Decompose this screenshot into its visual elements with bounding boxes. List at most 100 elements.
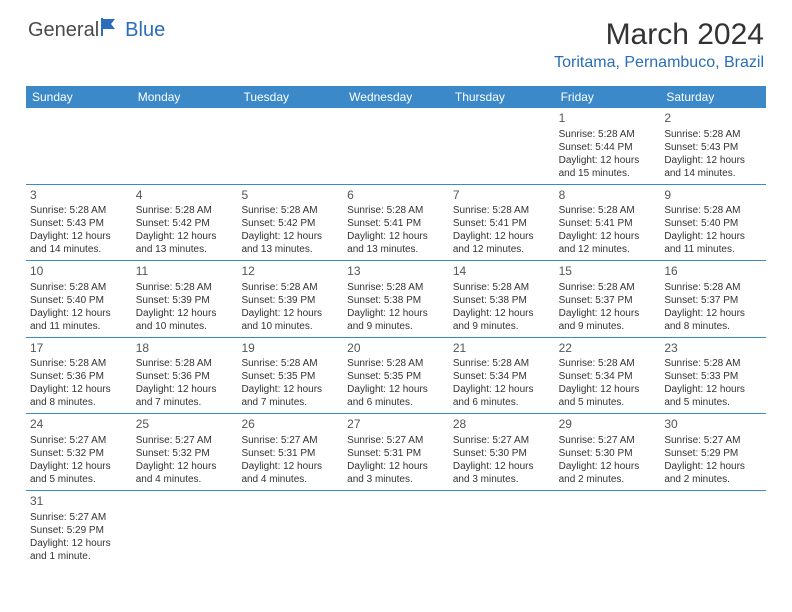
day-cell: 27Sunrise: 5:27 AMSunset: 5:31 PMDayligh… <box>343 414 449 490</box>
day-number: 2 <box>664 111 762 127</box>
daylight-text: Daylight: 12 hours <box>347 383 445 396</box>
day-number: 25 <box>136 417 234 433</box>
sunrise-text: Sunrise: 5:28 AM <box>30 281 128 294</box>
day-header-saturday: Saturday <box>660 86 766 108</box>
day-header-thursday: Thursday <box>449 86 555 108</box>
day-number: 10 <box>30 264 128 280</box>
day-number: 19 <box>241 341 339 357</box>
sunset-text: Sunset: 5:29 PM <box>664 447 762 460</box>
daylight-text: Daylight: 12 hours <box>347 230 445 243</box>
sunrise-text: Sunrise: 5:27 AM <box>30 511 128 524</box>
sunset-text: Sunset: 5:43 PM <box>664 141 762 154</box>
sunrise-text: Sunrise: 5:28 AM <box>241 204 339 217</box>
sunrise-text: Sunrise: 5:28 AM <box>664 281 762 294</box>
daylight-text: Daylight: 12 hours <box>559 230 657 243</box>
sunset-text: Sunset: 5:40 PM <box>30 294 128 307</box>
empty-cell <box>449 491 555 567</box>
day-cell: 3Sunrise: 5:28 AMSunset: 5:43 PMDaylight… <box>26 185 132 261</box>
daylight-text: Daylight: 12 hours <box>559 460 657 473</box>
day-number: 14 <box>453 264 551 280</box>
sunset-text: Sunset: 5:36 PM <box>30 370 128 383</box>
day-cell: 24Sunrise: 5:27 AMSunset: 5:32 PMDayligh… <box>26 414 132 490</box>
day-header-row: SundayMondayTuesdayWednesdayThursdayFrid… <box>26 86 766 108</box>
day-header-friday: Friday <box>555 86 661 108</box>
daylight-text: Daylight: 12 hours <box>30 383 128 396</box>
empty-cell <box>449 108 555 184</box>
sunset-text: Sunset: 5:35 PM <box>241 370 339 383</box>
daylight-text: Daylight: 12 hours <box>559 383 657 396</box>
day-number: 17 <box>30 341 128 357</box>
sunset-text: Sunset: 5:37 PM <box>559 294 657 307</box>
sunset-text: Sunset: 5:42 PM <box>241 217 339 230</box>
sunset-text: Sunset: 5:38 PM <box>453 294 551 307</box>
sunset-text: Sunset: 5:37 PM <box>664 294 762 307</box>
day-cell: 26Sunrise: 5:27 AMSunset: 5:31 PMDayligh… <box>237 414 343 490</box>
daylight-text: and 14 minutes. <box>30 243 128 256</box>
day-number: 22 <box>559 341 657 357</box>
sunrise-text: Sunrise: 5:28 AM <box>559 204 657 217</box>
daylight-text: and 6 minutes. <box>347 396 445 409</box>
daylight-text: Daylight: 12 hours <box>30 307 128 320</box>
daylight-text: and 3 minutes. <box>453 473 551 486</box>
day-cell: 9Sunrise: 5:28 AMSunset: 5:40 PMDaylight… <box>660 185 766 261</box>
daylight-text: Daylight: 12 hours <box>664 460 762 473</box>
sunset-text: Sunset: 5:40 PM <box>664 217 762 230</box>
week-row: 3Sunrise: 5:28 AMSunset: 5:43 PMDaylight… <box>26 185 766 262</box>
sunset-text: Sunset: 5:31 PM <box>347 447 445 460</box>
sunrise-text: Sunrise: 5:27 AM <box>559 434 657 447</box>
daylight-text: Daylight: 12 hours <box>136 307 234 320</box>
day-header-tuesday: Tuesday <box>237 86 343 108</box>
daylight-text: Daylight: 12 hours <box>347 307 445 320</box>
day-cell: 16Sunrise: 5:28 AMSunset: 5:37 PMDayligh… <box>660 261 766 337</box>
day-cell: 12Sunrise: 5:28 AMSunset: 5:39 PMDayligh… <box>237 261 343 337</box>
day-number: 6 <box>347 188 445 204</box>
daylight-text: and 10 minutes. <box>241 320 339 333</box>
day-number: 23 <box>664 341 762 357</box>
daylight-text: and 5 minutes. <box>30 473 128 486</box>
daylight-text: and 8 minutes. <box>664 320 762 333</box>
sunrise-text: Sunrise: 5:27 AM <box>136 434 234 447</box>
day-cell: 17Sunrise: 5:28 AMSunset: 5:36 PMDayligh… <box>26 338 132 414</box>
daylight-text: and 3 minutes. <box>347 473 445 486</box>
daylight-text: Daylight: 12 hours <box>664 154 762 167</box>
day-cell: 31Sunrise: 5:27 AMSunset: 5:29 PMDayligh… <box>26 491 132 567</box>
logo: General Blue <box>28 18 165 42</box>
day-number: 11 <box>136 264 234 280</box>
daylight-text: Daylight: 12 hours <box>347 460 445 473</box>
day-header-monday: Monday <box>132 86 238 108</box>
day-cell: 1Sunrise: 5:28 AMSunset: 5:44 PMDaylight… <box>555 108 661 184</box>
day-number: 9 <box>664 188 762 204</box>
day-cell: 11Sunrise: 5:28 AMSunset: 5:39 PMDayligh… <box>132 261 238 337</box>
daylight-text: and 9 minutes. <box>347 320 445 333</box>
daylight-text: and 6 minutes. <box>453 396 551 409</box>
day-number: 12 <box>241 264 339 280</box>
day-cell: 4Sunrise: 5:28 AMSunset: 5:42 PMDaylight… <box>132 185 238 261</box>
daylight-text: Daylight: 12 hours <box>30 460 128 473</box>
sunset-text: Sunset: 5:43 PM <box>30 217 128 230</box>
day-number: 1 <box>559 111 657 127</box>
week-row: 24Sunrise: 5:27 AMSunset: 5:32 PMDayligh… <box>26 414 766 491</box>
empty-cell <box>26 108 132 184</box>
sunrise-text: Sunrise: 5:28 AM <box>559 357 657 370</box>
sunrise-text: Sunrise: 5:28 AM <box>136 204 234 217</box>
week-row: 17Sunrise: 5:28 AMSunset: 5:36 PMDayligh… <box>26 338 766 415</box>
sunrise-text: Sunrise: 5:28 AM <box>30 357 128 370</box>
daylight-text: and 7 minutes. <box>241 396 339 409</box>
day-number: 15 <box>559 264 657 280</box>
logo-flag-icon <box>101 18 123 42</box>
title-block: March 2024 Toritama, Pernambuco, Brazil <box>554 18 764 72</box>
empty-cell <box>237 491 343 567</box>
empty-cell <box>343 491 449 567</box>
daylight-text: and 5 minutes. <box>664 396 762 409</box>
sunset-text: Sunset: 5:34 PM <box>453 370 551 383</box>
daylight-text: and 13 minutes. <box>136 243 234 256</box>
day-cell: 22Sunrise: 5:28 AMSunset: 5:34 PMDayligh… <box>555 338 661 414</box>
sunset-text: Sunset: 5:30 PM <box>559 447 657 460</box>
logo-text-2: Blue <box>125 19 165 42</box>
daylight-text: and 5 minutes. <box>559 396 657 409</box>
week-row: 31Sunrise: 5:27 AMSunset: 5:29 PMDayligh… <box>26 491 766 567</box>
daylight-text: Daylight: 12 hours <box>559 154 657 167</box>
daylight-text: Daylight: 12 hours <box>241 383 339 396</box>
daylight-text: and 15 minutes. <box>559 167 657 180</box>
empty-cell <box>237 108 343 184</box>
